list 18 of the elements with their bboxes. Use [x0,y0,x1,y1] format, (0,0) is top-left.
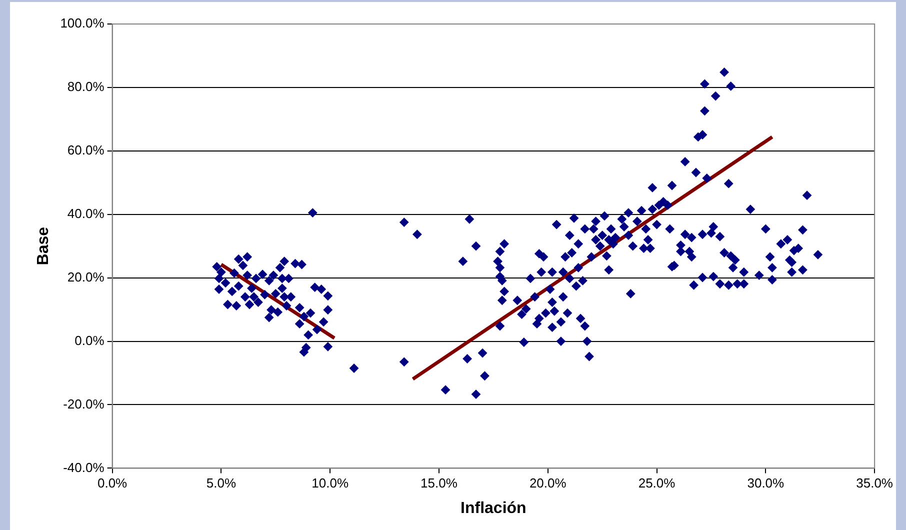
x-tick-label: 10.0% [312,476,349,491]
x-tick-label: 35.0% [856,476,894,491]
y-tick-label: 20.0% [67,269,105,284]
y-tick-label: 80.0% [67,79,105,94]
x-tick-label: 20.0% [529,476,567,491]
x-axis-title: Inflación [460,500,526,517]
y-tick-label: -40.0% [63,460,105,475]
y-tick-label: 0.0% [74,332,105,348]
x-tick-label: 15.0% [420,476,458,491]
y-tick-label: 60.0% [67,142,105,158]
y-tick-label: 100.0% [60,16,105,31]
y-tick-label: 40.0% [67,206,105,221]
x-tick-label: 30.0% [747,476,785,491]
x-tick-label: 5.0% [206,476,236,491]
y-tick-label: -20.0% [63,396,105,412]
x-tick-label: 25.0% [638,476,676,491]
y-axis-title: Base [35,226,52,266]
x-tick-label: 0.0% [97,476,128,491]
